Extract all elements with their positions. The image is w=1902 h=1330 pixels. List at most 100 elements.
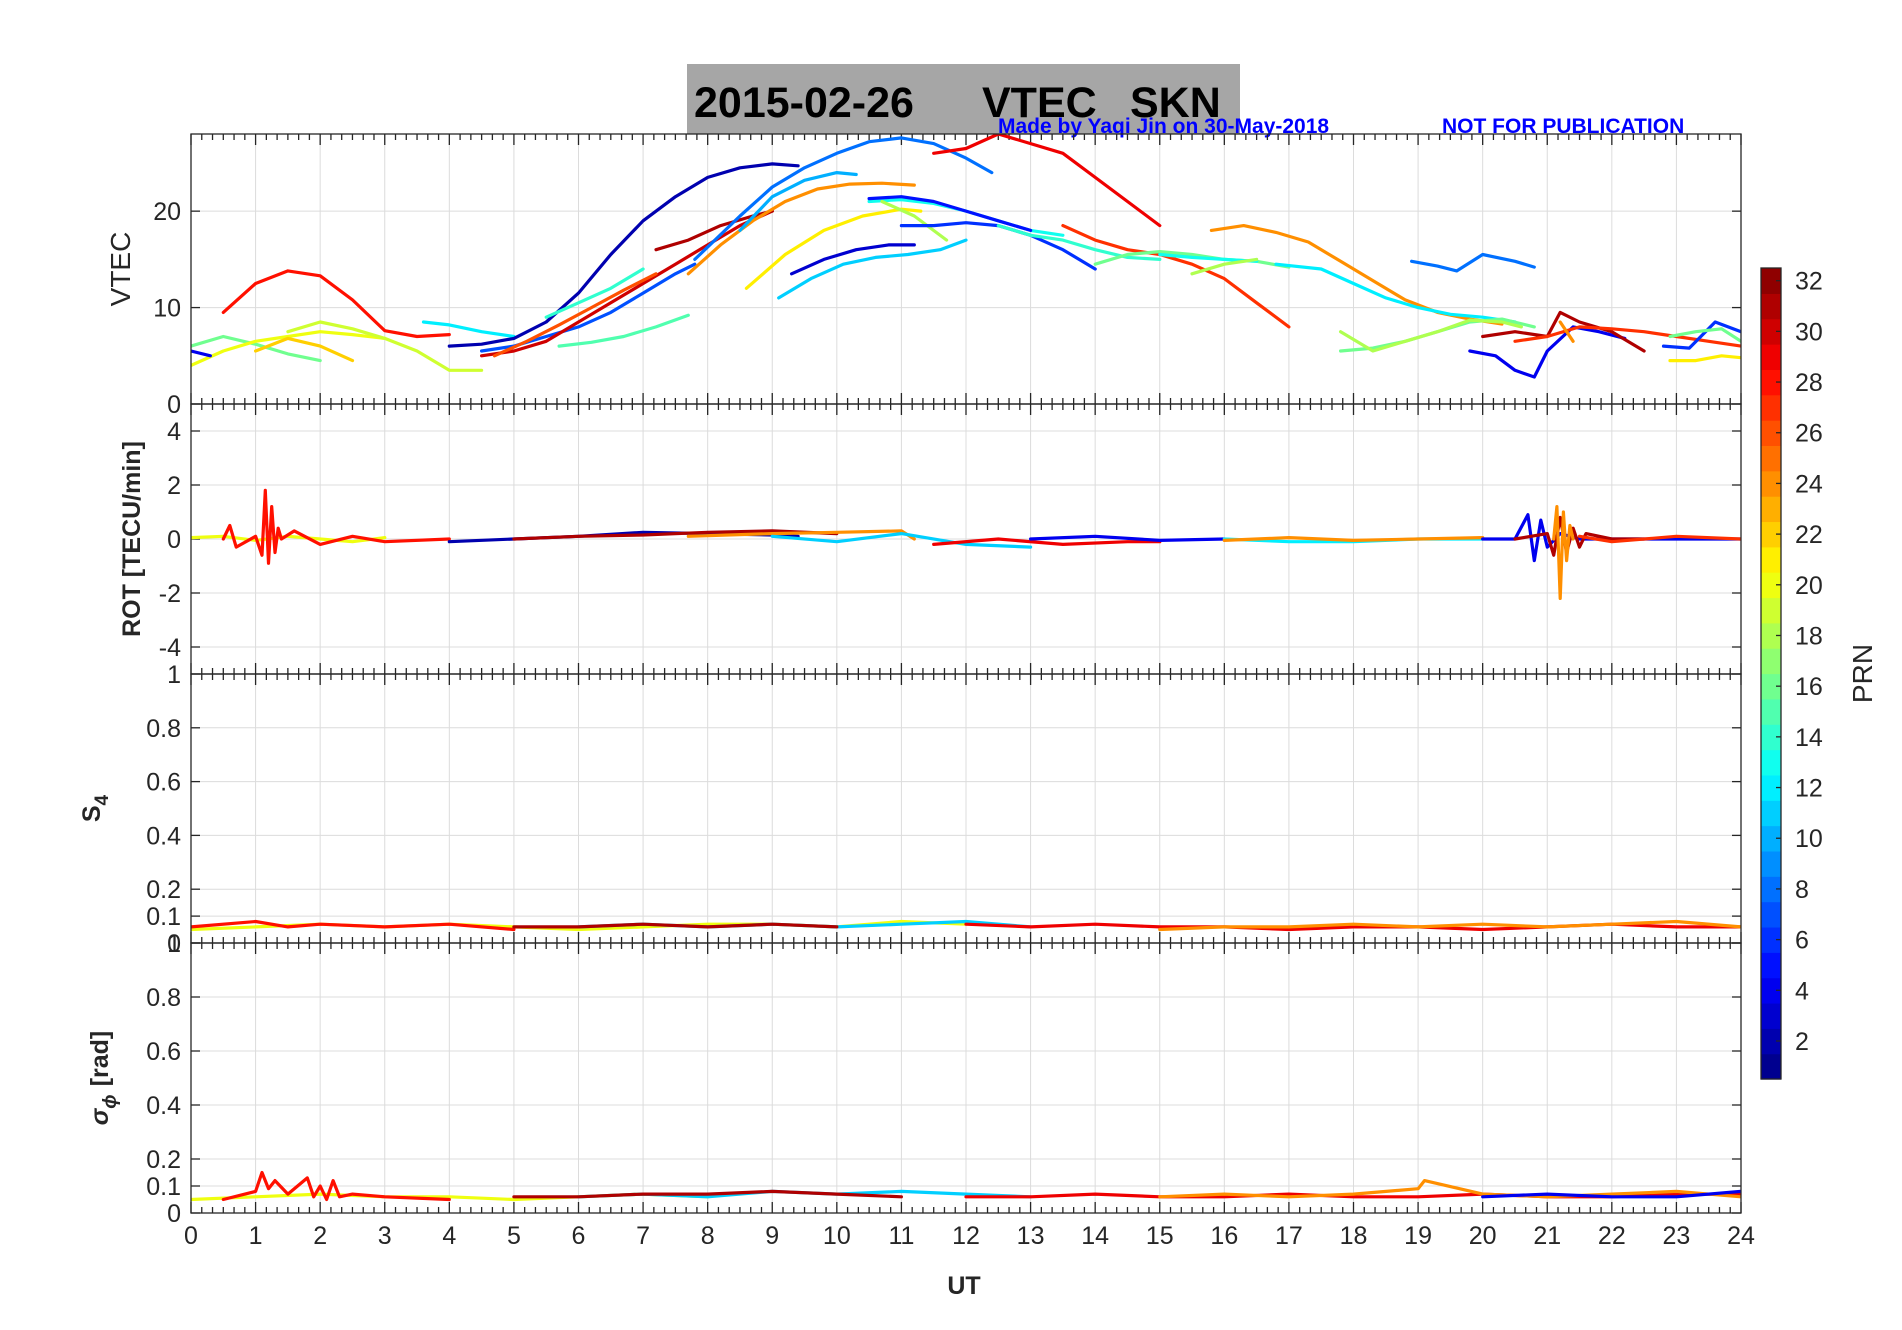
- x-tick-label: 7: [636, 1222, 650, 1250]
- colorbar-tick-label: 6: [1795, 927, 1809, 955]
- colorbar-swatch-17: [1761, 648, 1781, 675]
- x-tick-label: 4: [442, 1222, 456, 1250]
- y-tick-label: 10: [153, 295, 181, 323]
- series-prn-31: [654, 209, 774, 252]
- colorbar-tick-label: 22: [1795, 521, 1823, 549]
- series-prn-15: [557, 313, 690, 348]
- series-prn-26: [492, 272, 658, 358]
- series-prn-27: [1577, 534, 1741, 544]
- x-tick-label: 24: [1727, 1222, 1755, 1250]
- y-tick-label: 1: [167, 661, 181, 689]
- x-tick-label: 6: [572, 1222, 586, 1250]
- axes-frame: [190, 942, 1742, 1214]
- colorbar-tick-label: 28: [1795, 369, 1823, 397]
- y-tick-label: -2: [159, 580, 181, 608]
- series-prn-5: [867, 195, 1033, 232]
- series-prn-20: [191, 330, 387, 367]
- series-prn-24: [1222, 535, 1485, 543]
- series-prn-24: [1552, 505, 1575, 601]
- x-tick-label: 9: [765, 1222, 779, 1250]
- colorbar-swatch-2: [1761, 1028, 1781, 1055]
- y-tick-label: 0.6: [146, 769, 181, 797]
- series-prn-31: [512, 1189, 904, 1199]
- x-tick-label: 12: [952, 1222, 980, 1250]
- series-prn-11: [770, 531, 1033, 549]
- colorbar-swatch-6: [1761, 926, 1781, 953]
- colorbar-frame: [1760, 267, 1782, 1080]
- title-station: SKN: [1130, 79, 1221, 127]
- panel-vtec: 0 10 20 VTEC: [105, 133, 1742, 419]
- x-tick-label: 3: [378, 1222, 392, 1250]
- colorbar-label: PRN: [1847, 644, 1878, 703]
- colorbar-swatch-10: [1761, 825, 1781, 852]
- series-prn-18: [1338, 318, 1524, 353]
- colorbar-tick-label: 18: [1795, 622, 1823, 650]
- x-tick-label: 15: [1146, 1222, 1174, 1250]
- series-prn-12: [421, 320, 516, 339]
- series-prn-28: [221, 1170, 451, 1202]
- series-prn-31: [512, 922, 839, 929]
- colorbar-tick-label: 30: [1795, 318, 1823, 346]
- y-axis-label-sub: 4: [92, 794, 113, 805]
- x-tick-label: 21: [1533, 1222, 1561, 1250]
- series-group: [191, 919, 1741, 932]
- series-prn-18: [1190, 257, 1259, 276]
- y-tick-label: 0.4: [146, 822, 181, 850]
- y-tick-label: 0: [167, 391, 181, 419]
- colorbar-tick-label: 32: [1795, 268, 1823, 296]
- credit-text: Made by Yaqi Jin on 30-May-2018: [998, 115, 1329, 138]
- colorbar-swatch-29: [1761, 344, 1781, 370]
- series-prn-31: [1481, 310, 1646, 353]
- colorbar-swatch-7: [1761, 901, 1781, 928]
- y-tick-label: 4: [167, 418, 181, 446]
- series-prn-21: [744, 207, 923, 290]
- series-prn-31: [512, 529, 839, 541]
- series-prn-28: [191, 919, 516, 932]
- series-prn-3: [789, 243, 916, 276]
- y-axis-label-unit: [rad]: [86, 1031, 114, 1087]
- colorbar-tick-label: 12: [1795, 775, 1823, 803]
- title-box: [687, 64, 1240, 134]
- y-tick-label: 0.4: [146, 1092, 181, 1120]
- y-tick-label: 0.1: [146, 903, 181, 931]
- y-tick-label: 0.8: [146, 984, 181, 1012]
- series-prn-29: [932, 134, 1162, 228]
- series-prn-6: [1661, 320, 1741, 350]
- series-prn-30: [480, 209, 774, 358]
- x-tick-label: 13: [1017, 1222, 1045, 1250]
- x-tick-label: 5: [507, 1222, 521, 1250]
- x-tick-label: 20: [1469, 1222, 1497, 1250]
- colorbar-swatch-15: [1761, 698, 1781, 725]
- colorbar-swatch-26: [1761, 420, 1781, 447]
- colorbar-swatch-5: [1761, 952, 1781, 979]
- colorbar-swatch-16: [1761, 673, 1781, 700]
- panel-s4: 00.10.2 0.4 0.6 0.8 1 S4: [78, 661, 1742, 958]
- series-prn-14: [996, 224, 1162, 261]
- series-prn-28: [221, 488, 451, 565]
- colorbar-tick-label: 8: [1795, 876, 1809, 904]
- series-prn-4: [1468, 325, 1627, 379]
- series-prn-24: [1158, 919, 1741, 932]
- title-quantity: VTEC: [982, 79, 1097, 127]
- x-tick-label: 19: [1404, 1222, 1432, 1250]
- y-tick-label: 0.1: [146, 1173, 181, 1201]
- series-prn-16: [191, 334, 322, 363]
- x-tick-label: 14: [1081, 1222, 1109, 1250]
- x-tick-label: 11: [888, 1222, 914, 1250]
- colorbar-tick-label: 10: [1795, 825, 1823, 853]
- x-tick-label: 2: [313, 1222, 327, 1250]
- series-prn-19: [286, 320, 484, 372]
- colorbar-swatch-31: [1761, 293, 1781, 320]
- colorbar-swatch-20: [1761, 572, 1781, 599]
- series-prn-11: [777, 238, 968, 300]
- colorbar-swatch-30: [1761, 318, 1781, 345]
- colorbar-tick-label: 4: [1795, 977, 1809, 1005]
- y-axis-label: VTEC: [105, 232, 136, 307]
- y-tick-label: 0: [167, 930, 181, 958]
- title-date: 2015-02-26: [694, 79, 914, 127]
- series-prn-4: [1028, 534, 1226, 543]
